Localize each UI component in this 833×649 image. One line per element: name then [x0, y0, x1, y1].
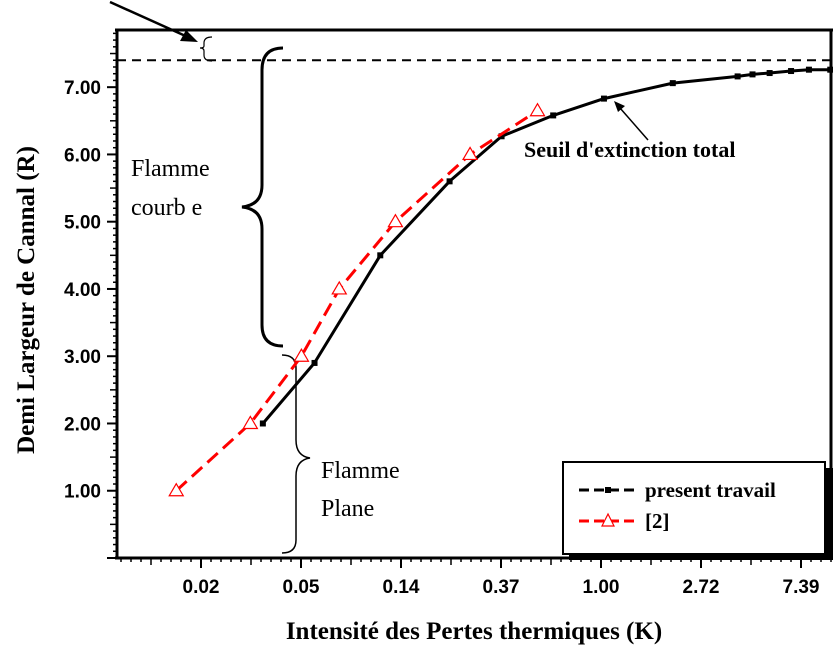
data-point	[331, 280, 348, 295]
data-point	[259, 420, 266, 427]
y-tick-label: 2.00	[64, 414, 101, 435]
data-point	[788, 68, 795, 75]
threshold-small-brace	[199, 36, 213, 62]
data-point	[766, 70, 773, 77]
legend-label-present-travail: present travail	[645, 478, 776, 502]
data-point	[242, 415, 259, 430]
y-axis-title: Demi Largeur de Cannal (R)	[13, 146, 40, 454]
annotation-flamme-courbe-line1: Flamme	[131, 156, 210, 182]
annotation-flamme-plane-line2: Plane	[321, 496, 374, 522]
data-point	[377, 252, 384, 259]
y-tick-label: 5.00	[64, 213, 101, 234]
data-point	[805, 66, 812, 73]
x-tick-label: 7.39	[783, 577, 820, 598]
annotation-flamme-courbe-line2: courb e	[131, 195, 202, 221]
series-line	[261, 68, 831, 425]
y-tick-label: 4.00	[64, 280, 101, 301]
data-point	[529, 102, 546, 117]
data-point	[168, 482, 185, 497]
data-point	[498, 133, 505, 140]
data-point	[669, 80, 676, 87]
legend-entry-present-travail: present travail	[579, 478, 776, 502]
series-present-travail	[259, 66, 833, 427]
legend-label-ref-2: [2]	[645, 509, 670, 533]
x-tick-label: 1.00	[583, 577, 620, 598]
data-point	[311, 359, 318, 366]
y-tick-label: 6.00	[64, 145, 101, 166]
y-ticks: 1.00 2.00 3.00 4.00 5.00 6.00 7.00	[64, 32, 117, 559]
x-tick-label: 0.14	[383, 577, 420, 598]
y-tick-label: 1.00	[64, 482, 101, 503]
x-ticks: 0.02 0.05 0.14 0.37 1.00 2.72 7.39	[120, 558, 832, 598]
seuil-arrow	[614, 101, 649, 141]
data-point	[462, 146, 479, 161]
data-point	[600, 95, 607, 102]
data-point	[387, 213, 404, 228]
x-tick-label: 2.72	[683, 577, 720, 598]
data-point	[749, 71, 756, 78]
series-ref-2	[168, 102, 546, 497]
x-axis-title: Intensité des Pertes thermiques (K)	[286, 618, 662, 645]
data-point	[550, 112, 557, 119]
threshold-arrow	[109, 0, 198, 42]
data-point	[827, 66, 833, 73]
x-tick-label: 0.37	[483, 577, 520, 598]
flamme-courbe-brace	[241, 46, 284, 348]
annotation-flamme-plane-line1: Flamme	[321, 458, 400, 484]
data-point	[734, 73, 741, 80]
legend-entry-ref-2: [2]	[579, 509, 670, 533]
data-point	[446, 178, 453, 185]
legend-box	[562, 461, 826, 555]
y-tick-label: 3.00	[64, 347, 101, 368]
data-point	[293, 348, 310, 362]
annotation-seuil: Seuil d'extinction total	[524, 137, 735, 162]
legend: present travail [2]	[562, 461, 833, 560]
y-tick-label: 7.00	[64, 78, 101, 99]
x-tick-label: 0.02	[183, 577, 220, 598]
x-tick-label: 0.05	[283, 577, 320, 598]
